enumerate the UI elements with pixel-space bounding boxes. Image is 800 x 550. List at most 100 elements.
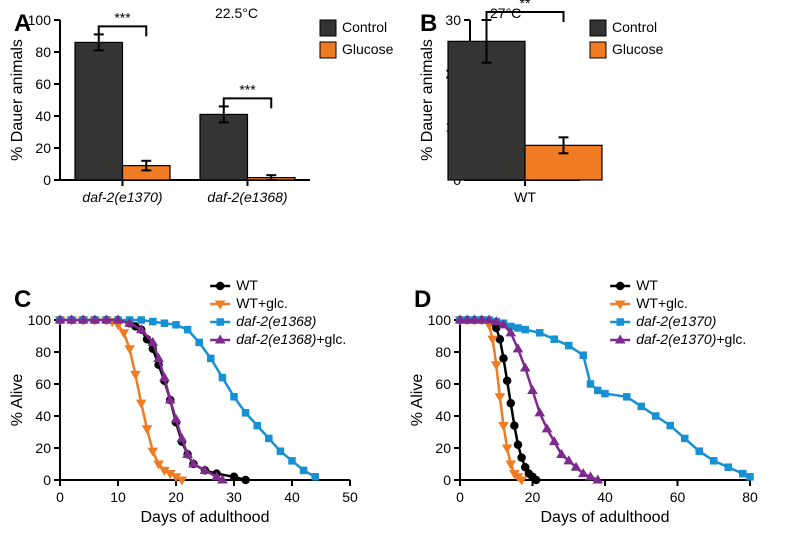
marker-square: [208, 355, 214, 361]
legend-label: daf-2(e1368)+glc.: [236, 331, 346, 347]
y-axis-label: % Alive: [9, 374, 26, 427]
marker-triangle: [500, 423, 508, 430]
series-line: [460, 320, 598, 480]
marker-square: [312, 474, 318, 480]
ytick-label: 80: [35, 344, 51, 360]
marker-triangle: [143, 426, 151, 433]
ytick-label: 30: [445, 12, 461, 28]
ytick-label: 100: [28, 12, 52, 28]
marker-square: [566, 343, 572, 349]
ytick-label: 20: [35, 440, 51, 456]
xtick-label: 40: [284, 489, 300, 505]
x-axis-label: Days of adulthood: [541, 509, 670, 526]
marker-square: [243, 410, 249, 416]
xtick-label: 60: [670, 489, 686, 505]
xtick-label: 20: [525, 489, 541, 505]
legend-swatch: [590, 20, 606, 36]
marker-circle: [231, 473, 238, 480]
ytick-label: 20: [35, 140, 51, 156]
legend-label: Glucose: [342, 41, 394, 57]
marker-circle: [496, 336, 503, 343]
bar: [75, 42, 123, 180]
marker-circle: [217, 283, 224, 290]
ytick-label: 60: [435, 376, 451, 392]
marker-square: [580, 352, 586, 358]
marker-square: [725, 464, 731, 470]
marker-square: [196, 339, 202, 345]
y-axis-label: % Dauer animals: [9, 39, 26, 161]
marker-square: [515, 325, 521, 331]
legend-label: daf-2(e1370)+glc.: [636, 331, 746, 347]
ytick-label: 0: [443, 472, 451, 488]
y-axis-label: % Alive: [409, 374, 426, 427]
marker-square: [522, 327, 528, 333]
ytick-label: 0: [43, 172, 51, 188]
panel-b-svg: 0102030% Dauer animals27°CWT**ControlGlu…: [420, 0, 730, 250]
marker-triangle: [131, 372, 139, 379]
marker-triangle: [149, 448, 157, 455]
marker-square: [217, 319, 223, 325]
marker-square: [696, 448, 702, 454]
marker-triangle: [126, 346, 134, 353]
marker-triangle: [616, 301, 624, 308]
y-axis-label: % Dauer animals: [419, 39, 436, 161]
ytick-label: 20: [435, 440, 451, 456]
x-axis-label: Days of adulthood: [141, 509, 270, 526]
ytick-label: 40: [435, 408, 451, 424]
significance-label: ***: [239, 81, 256, 97]
marker-square: [617, 319, 623, 325]
ytick-label: 80: [35, 44, 51, 60]
legend-label: Glucose: [612, 41, 664, 57]
marker-square: [231, 394, 237, 400]
marker-triangle: [518, 477, 526, 484]
xtick-label: 50: [342, 489, 358, 505]
legend-label: WT: [636, 277, 658, 293]
ytick-label: 60: [35, 376, 51, 392]
marker-triangle: [216, 336, 224, 343]
legend-label: Control: [612, 19, 657, 35]
marker-square: [624, 394, 630, 400]
marker-square: [150, 319, 156, 325]
ytick-label: 0: [43, 472, 51, 488]
marker-square: [219, 375, 225, 381]
xtick-label: 30: [226, 489, 242, 505]
significance-label: **: [520, 0, 531, 11]
marker-circle: [507, 400, 514, 407]
legend-label: daf-2(e1370): [636, 313, 716, 329]
marker-triangle: [616, 336, 624, 343]
ytick-label: 100: [28, 312, 52, 328]
legend-label: WT: [236, 277, 258, 293]
marker-square: [747, 474, 753, 480]
marker-square: [667, 423, 673, 429]
bar: [200, 114, 248, 180]
ytick-label: 60: [35, 76, 51, 92]
marker-circle: [518, 454, 525, 461]
ytick-label: 40: [35, 408, 51, 424]
marker-square: [301, 467, 307, 473]
marker-square: [602, 391, 608, 397]
marker-circle: [617, 283, 624, 290]
marker-circle: [500, 355, 507, 362]
ytick-label: 80: [435, 344, 451, 360]
marker-triangle: [503, 445, 511, 452]
marker-triangle: [594, 476, 602, 483]
marker-square: [682, 435, 688, 441]
marker-triangle: [496, 394, 504, 401]
ytick-label: 100: [428, 312, 452, 328]
panel-a-svg: 020406080100% Dauer animals22.5°Cdaf-2(e…: [10, 0, 460, 250]
xtick-label: 10: [110, 489, 126, 505]
marker-triangle: [507, 461, 515, 468]
marker-triangle: [216, 301, 224, 308]
marker-triangle: [543, 425, 551, 432]
marker-triangle: [492, 362, 500, 369]
panel-title: 22.5°C: [215, 5, 258, 21]
marker-square: [173, 322, 179, 328]
xtick-label: 20: [168, 489, 184, 505]
marker-circle: [242, 477, 249, 484]
marker-triangle: [529, 386, 537, 393]
series-line: [60, 320, 182, 480]
marker-triangle: [514, 345, 522, 352]
marker-square: [537, 330, 543, 336]
marker-square: [289, 458, 295, 464]
marker-square: [277, 448, 283, 454]
